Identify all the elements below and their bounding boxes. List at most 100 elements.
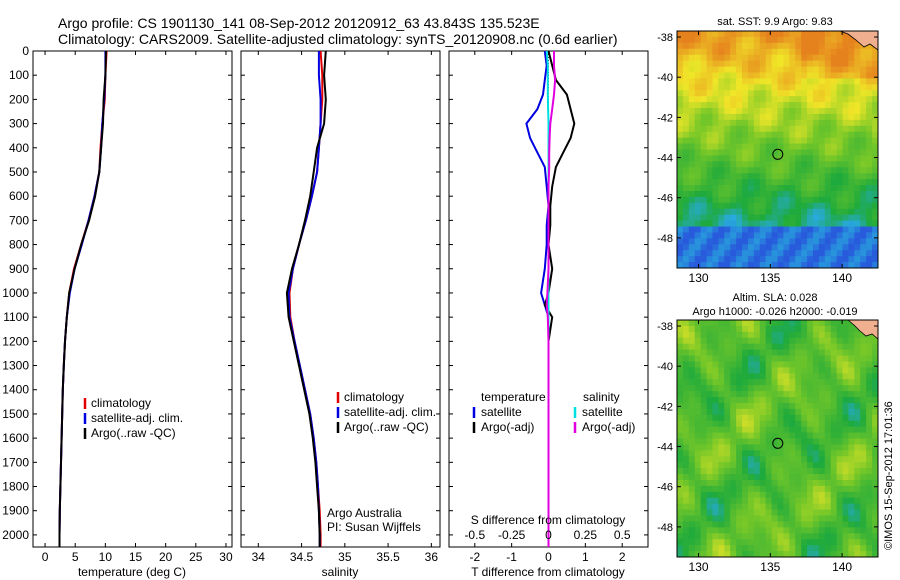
heatmap-cell: [848, 179, 855, 186]
heatmap-cell: [706, 397, 714, 404]
heatmap-cell: [747, 361, 755, 368]
heatmap-cell: [706, 190, 714, 198]
heatmap-cell: [830, 54, 838, 62]
heatmap-cell: [789, 238, 796, 245]
heatmap-cell: [777, 385, 785, 392]
heatmap-cell: [818, 238, 826, 245]
heatmap-cell: [694, 36, 702, 44]
heatmap-cell: [742, 509, 749, 517]
heatmap-cell: [783, 355, 790, 363]
map-lat-label: -46: [657, 193, 673, 205]
heatmap-cell: [777, 220, 785, 228]
heatmap-cell: [771, 432, 779, 440]
heatmap-cell: [730, 202, 737, 210]
heatmap-cell: [753, 232, 761, 239]
heatmap-cell: [759, 108, 767, 115]
heatmap-cell: [812, 414, 820, 422]
heatmap-cell: [694, 343, 702, 351]
heatmap-cell: [866, 78, 873, 85]
heatmap-cell: [742, 238, 749, 245]
heatmap-cell: [742, 173, 749, 180]
heatmap-cell: [736, 36, 743, 44]
heatmap-cell: [830, 78, 838, 85]
heatmap-cell: [872, 545, 878, 552]
heatmap-cell: [848, 208, 855, 216]
heatmap-cell: [836, 414, 844, 422]
heatmap-cell: [688, 521, 696, 528]
heatmap-cell: [783, 190, 790, 198]
heatmap-cell: [742, 214, 749, 222]
heatmap-cell: [836, 468, 844, 475]
heatmap-cell: [854, 521, 861, 528]
heatmap-cell: [836, 190, 844, 198]
heatmap-cell: [789, 179, 796, 186]
heatmap-cell: [765, 379, 773, 386]
heatmap-cell: [807, 503, 814, 511]
heatmap-cell: [812, 521, 820, 528]
heatmap-cell: [724, 113, 731, 121]
heatmap-cell: [848, 149, 855, 157]
heatmap-cell: [842, 331, 850, 339]
heatmap-cell: [759, 60, 767, 68]
heatmap-cell: [682, 533, 690, 540]
heatmap-cell: [801, 527, 808, 534]
heatmap-cell: [747, 226, 755, 234]
heatmap-cell: [718, 238, 725, 245]
heatmap-cell: [747, 385, 755, 392]
heatmap-cell: [783, 179, 790, 186]
heatmap-cell: [706, 72, 714, 79]
heatmap-cell: [818, 48, 826, 56]
heatmap-cell: [783, 408, 790, 416]
heatmap-cell: [677, 533, 684, 540]
heatmap-cell: [700, 408, 708, 416]
heatmap-cell: [688, 196, 696, 204]
heatmap-cell: [718, 102, 725, 109]
heatmap-cell: [860, 155, 867, 162]
heatmap-cell: [718, 551, 725, 557]
heatmap-cell: [712, 361, 719, 368]
heatmap-cell: [700, 108, 708, 115]
heatmap-cell: [694, 491, 702, 499]
heatmap-cell: [765, 385, 773, 392]
heatmap-cell: [866, 485, 873, 493]
heatmap-cell: [677, 179, 684, 186]
heatmap-cell: [860, 420, 867, 428]
heatmap-cell: [712, 325, 719, 333]
heatmap-cell: [795, 72, 802, 79]
heatmap-cell: [777, 190, 785, 198]
heatmap-cell: [677, 438, 684, 446]
heatmap-cell: [677, 331, 684, 339]
heatmap-cell: [848, 503, 855, 511]
heatmap-cell: [812, 450, 820, 457]
heatmap-cell: [700, 226, 708, 234]
heatmap-cell: [724, 90, 731, 97]
heatmap-cell: [824, 551, 832, 557]
x-tick-label: 25: [189, 550, 203, 564]
depth-tick-label: 300: [9, 117, 29, 131]
heatmap-cell: [724, 66, 731, 74]
heatmap-cell: [700, 497, 708, 505]
heatmap-cell: [765, 185, 773, 192]
heatmap-cell: [854, 48, 861, 56]
heatmap-cell: [824, 36, 832, 44]
heatmap-cell: [700, 331, 708, 339]
heatmap-cell: [860, 48, 867, 56]
heatmap-cell: [812, 72, 820, 79]
heatmap-cell: [677, 456, 684, 463]
heatmap-cell: [730, 367, 737, 374]
heatmap-cell: [759, 90, 767, 97]
heatmap-cell: [836, 491, 844, 499]
heatmap-cell: [753, 125, 761, 133]
heatmap-cell: [688, 232, 696, 239]
heatmap-cell: [836, 256, 844, 263]
heatmap-cell: [795, 402, 802, 410]
heatmap-cell: [854, 155, 861, 162]
heatmap-cell: [718, 349, 725, 357]
heatmap-cell: [801, 361, 808, 368]
heatmap-cell: [848, 444, 855, 451]
heatmap-cell: [848, 397, 855, 404]
heatmap-cell: [677, 78, 684, 85]
heatmap-cell: [742, 208, 749, 216]
heatmap-cell: [777, 149, 785, 157]
heatmap-cell: [718, 48, 725, 56]
